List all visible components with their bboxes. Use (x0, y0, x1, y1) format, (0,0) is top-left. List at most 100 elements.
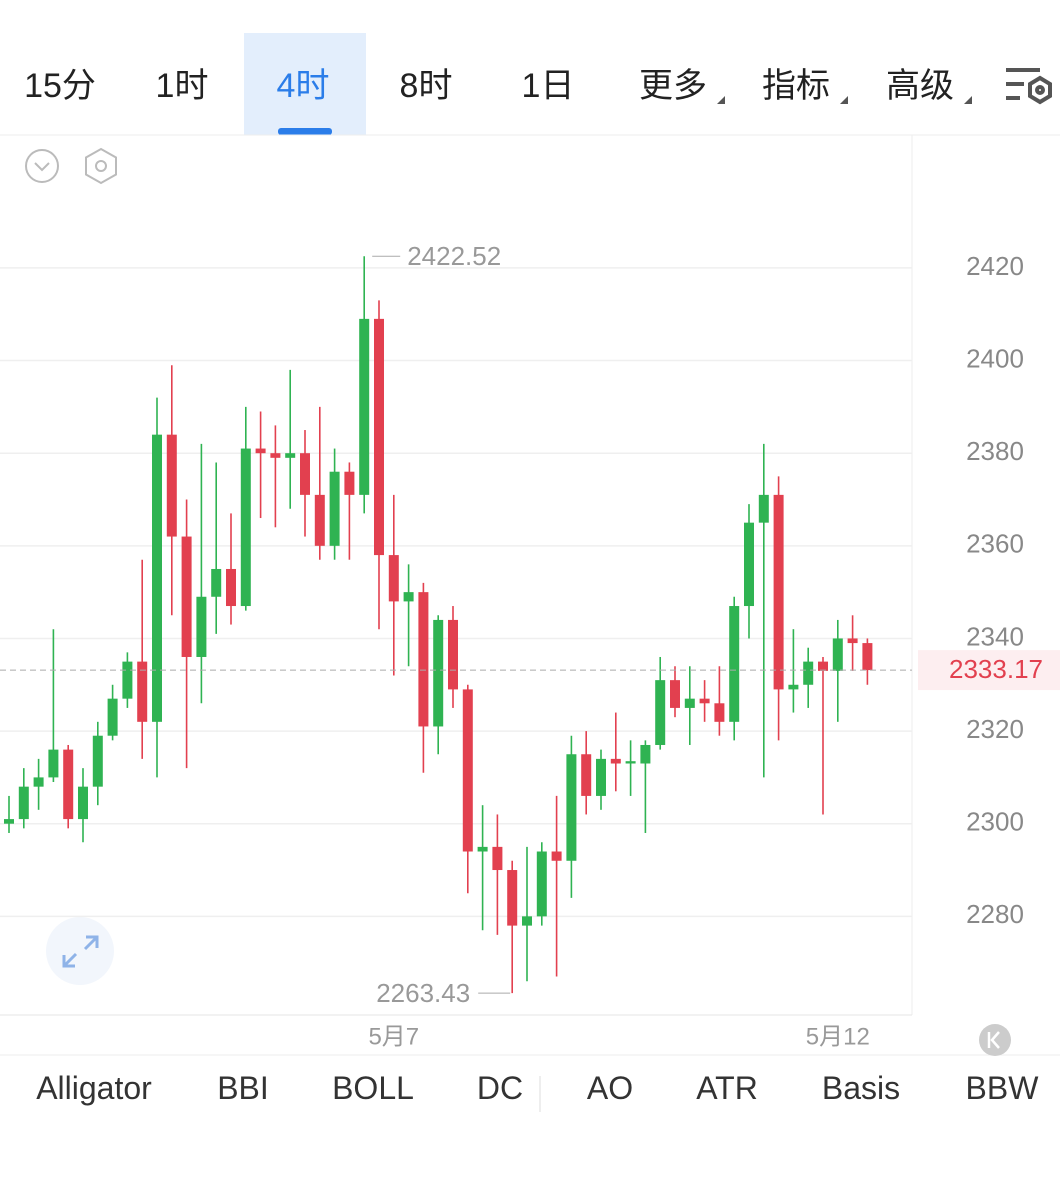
candle-body (285, 453, 296, 458)
candle-body (196, 596, 207, 657)
indicator[interactable]: BBW (965, 1070, 1039, 1106)
candle-body (448, 619, 458, 690)
y-tick-label: 2300 (966, 807, 1024, 837)
y-tick-label: 2380 (966, 436, 1024, 466)
candle-body (670, 680, 680, 708)
plot: 2280 2300 2320 2340 2360 2380 2400 2420 5月7 5月12 2… (0, 241, 1060, 1050)
last-price-label: 2333.17 (949, 654, 1043, 684)
y-tick-label: 2340 (966, 621, 1024, 651)
candle-body (329, 471, 340, 546)
y-tick-label: 2400 (966, 343, 1024, 373)
candle-body (788, 684, 799, 690)
candle-body (433, 619, 444, 727)
candle-body (255, 448, 266, 454)
candle-body (181, 536, 192, 657)
candle-body (699, 698, 710, 704)
candle-body (270, 453, 281, 458)
candle-body (48, 749, 59, 778)
candle-body (862, 643, 873, 671)
candle-body (551, 851, 562, 861)
tab[interactable]: 1日 (521, 67, 575, 105)
candle-body (522, 916, 532, 926)
candle-body (107, 698, 118, 736)
candle-body (92, 735, 103, 787)
y-tick-label: 2280 (966, 899, 1024, 929)
tab[interactable]: 指标 (762, 67, 830, 105)
candle-body (832, 638, 843, 671)
candle-body (211, 568, 222, 597)
candle-body (166, 434, 177, 537)
candle-body (655, 680, 666, 745)
expand-icon[interactable] (46, 917, 114, 985)
candle-body (226, 568, 236, 607)
y-tick-label: 2420 (966, 251, 1024, 281)
candle-body (4, 819, 14, 824)
tab[interactable]: 更多 (639, 67, 707, 105)
last-price-box (918, 650, 1060, 691)
hexagon-icon[interactable] (85, 147, 117, 185)
candle-body (152, 434, 162, 722)
indicator[interactable]: ATR (696, 1070, 758, 1106)
indicator[interactable]: Basis (821, 1070, 901, 1106)
low-label: 2263.43 (376, 978, 470, 1008)
candle-body (773, 494, 784, 690)
candle-body (33, 777, 44, 787)
y-tick-label: 2360 (966, 529, 1024, 559)
indicator[interactable]: BBI (217, 1070, 269, 1106)
candle-body (581, 754, 592, 796)
candle-body (507, 870, 518, 926)
x-tick-label: 5月12 (806, 1023, 870, 1050)
candle-body (374, 318, 384, 556)
candle-body (418, 592, 429, 727)
candle-body (803, 661, 814, 685)
candle-body (477, 846, 488, 852)
candle-body (818, 661, 828, 671)
tab[interactable]: 高级 (886, 67, 954, 105)
candle-body (684, 698, 695, 708)
candle-body (388, 555, 399, 602)
dropdown-triangle (964, 96, 972, 104)
candle-body (137, 661, 148, 722)
candle-body (359, 318, 370, 495)
candle-body (596, 758, 606, 796)
candle-body (462, 689, 473, 852)
x-tick-label: 5月7 (368, 1023, 419, 1050)
indicator[interactable]: DC (476, 1070, 524, 1106)
candle-body (714, 703, 725, 722)
candle-body (566, 754, 577, 861)
candle-body (78, 786, 88, 820)
candle-body (314, 494, 325, 546)
dropdown-triangle (717, 96, 725, 104)
y-tick-label: 2320 (966, 714, 1024, 744)
selected-tab-bar (278, 128, 332, 135)
candle-body (344, 471, 355, 495)
indicator[interactable]: Alligator (36, 1070, 152, 1106)
candle-body (492, 846, 503, 871)
indicator[interactable]: BOLL (332, 1070, 414, 1106)
settings-icon[interactable] (1006, 68, 1052, 105)
tab[interactable]: 4时 (276, 67, 330, 105)
candle-body (640, 744, 651, 764)
candle-body (240, 448, 251, 607)
candle-body (18, 786, 29, 820)
indicator[interactable]: AO (586, 1070, 634, 1106)
tab[interactable]: 1时 (155, 67, 209, 105)
selected-tab-bg (244, 33, 366, 135)
candle-body (610, 758, 621, 764)
candle-body (122, 661, 133, 699)
dropdown-triangle (840, 96, 848, 104)
high-label: 2422.52 (407, 241, 501, 271)
tab[interactable]: 15分 (24, 67, 96, 105)
candle-body (536, 851, 547, 917)
candle-body (63, 749, 74, 820)
rewind-icon[interactable] (979, 1024, 1011, 1056)
collapse-icon[interactable] (25, 149, 59, 183)
tab[interactable]: 8时 (399, 67, 453, 105)
candle-body (758, 494, 769, 523)
candle-body (403, 592, 414, 602)
candle-body (625, 761, 636, 764)
candle-body (744, 522, 754, 607)
candle-body (729, 606, 740, 722)
